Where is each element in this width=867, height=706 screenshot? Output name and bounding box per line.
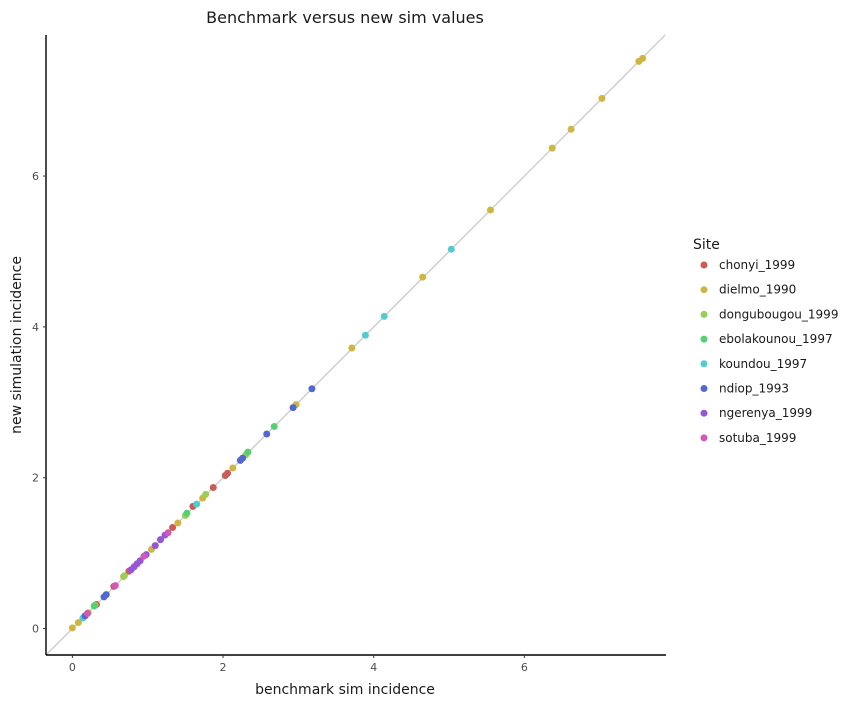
legend-swatch bbox=[700, 434, 708, 442]
legend-item-chonyi_1999: chonyi_1999 bbox=[700, 258, 795, 272]
data-point-ndiop_1993 bbox=[289, 404, 297, 412]
data-point-dielmo_1990 bbox=[567, 125, 575, 133]
data-point-ebolakounou_1997 bbox=[244, 448, 252, 456]
legend-swatch bbox=[700, 335, 708, 343]
data-point-ndiop_1993 bbox=[102, 591, 110, 599]
legend-item-sotuba_1999: sotuba_1999 bbox=[700, 431, 796, 445]
data-point-dielmo_1990 bbox=[548, 144, 556, 152]
legend-swatch bbox=[700, 385, 708, 392]
x-tick-label: 6 bbox=[521, 661, 528, 674]
data-point-sotuba_1999 bbox=[164, 529, 172, 537]
legend-title: Site bbox=[693, 237, 720, 253]
data-point-ndiop_1993 bbox=[239, 454, 247, 462]
x-tick-label: 2 bbox=[220, 661, 227, 674]
data-point-dongubougou_1999 bbox=[120, 572, 128, 580]
legend-swatch bbox=[700, 310, 708, 318]
legend-item-koundou_1997: koundou_1997 bbox=[700, 357, 807, 371]
legend-items: chonyi_1999 dielmo_1990 dongubougou_1999eb… bbox=[700, 258, 838, 445]
data-point-dielmo_1990 bbox=[68, 624, 76, 632]
data-point-sotuba_1999 bbox=[83, 610, 91, 618]
y-axis-ticks: 0 2 4 6 bbox=[32, 170, 46, 636]
data-point-chonyi_1999 bbox=[224, 469, 232, 477]
data-point-sotuba_1999 bbox=[111, 582, 119, 590]
data-point-dielmo_1990 bbox=[229, 464, 237, 472]
data-point-koundou_1997 bbox=[447, 245, 455, 253]
legend-label: dongubougou_1999 bbox=[719, 307, 838, 321]
x-axis-title: benchmark sim incidence bbox=[255, 682, 435, 698]
legend-item-dielmo_1990: dielmo_1990 bbox=[700, 283, 796, 297]
legend-item-ngerenya_1999: ngerenya_1999 bbox=[700, 406, 812, 420]
data-point-ngerenya_1999 bbox=[151, 542, 159, 550]
legend-item-ndiop_1993: ndiop_1993 bbox=[700, 382, 789, 396]
legend-swatch bbox=[700, 286, 708, 294]
x-tick-label: 4 bbox=[370, 661, 377, 674]
data-points bbox=[68, 54, 647, 632]
legend-swatch bbox=[700, 360, 708, 368]
legend-swatch bbox=[700, 409, 708, 417]
data-point-chonyi_1999 bbox=[169, 524, 177, 532]
data-point-dongubougou_1999 bbox=[202, 490, 210, 498]
data-point-dielmo_1990 bbox=[486, 206, 494, 214]
legend-label: ngerenya_1999 bbox=[719, 406, 812, 420]
chart-title: Benchmark versus new sim values bbox=[206, 8, 484, 27]
data-point-dielmo_1990 bbox=[348, 344, 356, 352]
data-point-sotuba_1999 bbox=[140, 552, 148, 560]
data-point-ebolakounou_1997 bbox=[183, 509, 191, 517]
data-point-dielmo_1990 bbox=[639, 54, 647, 62]
legend-label: koundou_1997 bbox=[719, 357, 807, 371]
y-axis-title: new simulation incidence bbox=[9, 256, 25, 434]
data-point-dielmo_1990 bbox=[419, 273, 427, 281]
legend-label: ndiop_1993 bbox=[719, 382, 789, 396]
legend: Site chonyi_1999 dielmo_1990 dongubougou_1… bbox=[693, 237, 838, 445]
x-tick-label: 0 bbox=[69, 661, 76, 674]
data-point-dielmo_1990 bbox=[74, 619, 82, 627]
y-tick-label: 0 bbox=[32, 623, 39, 636]
data-point-ndiop_1993 bbox=[263, 430, 271, 438]
x-axis-ticks: 0 2 4 6 bbox=[69, 655, 528, 674]
data-point-koundou_1997 bbox=[193, 500, 201, 508]
data-point-koundou_1997 bbox=[361, 331, 369, 339]
data-point-koundou_1997 bbox=[380, 312, 388, 320]
data-point-ebolakounou_1997 bbox=[270, 422, 278, 430]
data-point-dielmo_1990 bbox=[598, 94, 606, 102]
y-tick-label: 4 bbox=[32, 321, 39, 334]
legend-item-ebolakounou_1997: ebolakounou_1997 bbox=[700, 332, 833, 346]
data-point-ebolakounou_1997 bbox=[90, 602, 98, 610]
legend-item-dongubougou_1999: dongubougou_1999 bbox=[700, 307, 838, 321]
y-tick-label: 6 bbox=[32, 170, 39, 183]
data-point-ngerenya_1999 bbox=[157, 536, 165, 544]
data-point-ndiop_1993 bbox=[308, 385, 316, 393]
legend-swatch bbox=[700, 261, 708, 269]
data-point-dielmo_1990 bbox=[174, 519, 182, 527]
legend-label: dielmo_1990 bbox=[719, 283, 796, 297]
legend-label: ebolakounou_1997 bbox=[719, 332, 833, 346]
data-point-chonyi_1999 bbox=[209, 484, 217, 492]
legend-label: chonyi_1999 bbox=[719, 258, 795, 272]
y-tick-label: 2 bbox=[32, 472, 39, 485]
legend-label: sotuba_1999 bbox=[719, 431, 796, 445]
